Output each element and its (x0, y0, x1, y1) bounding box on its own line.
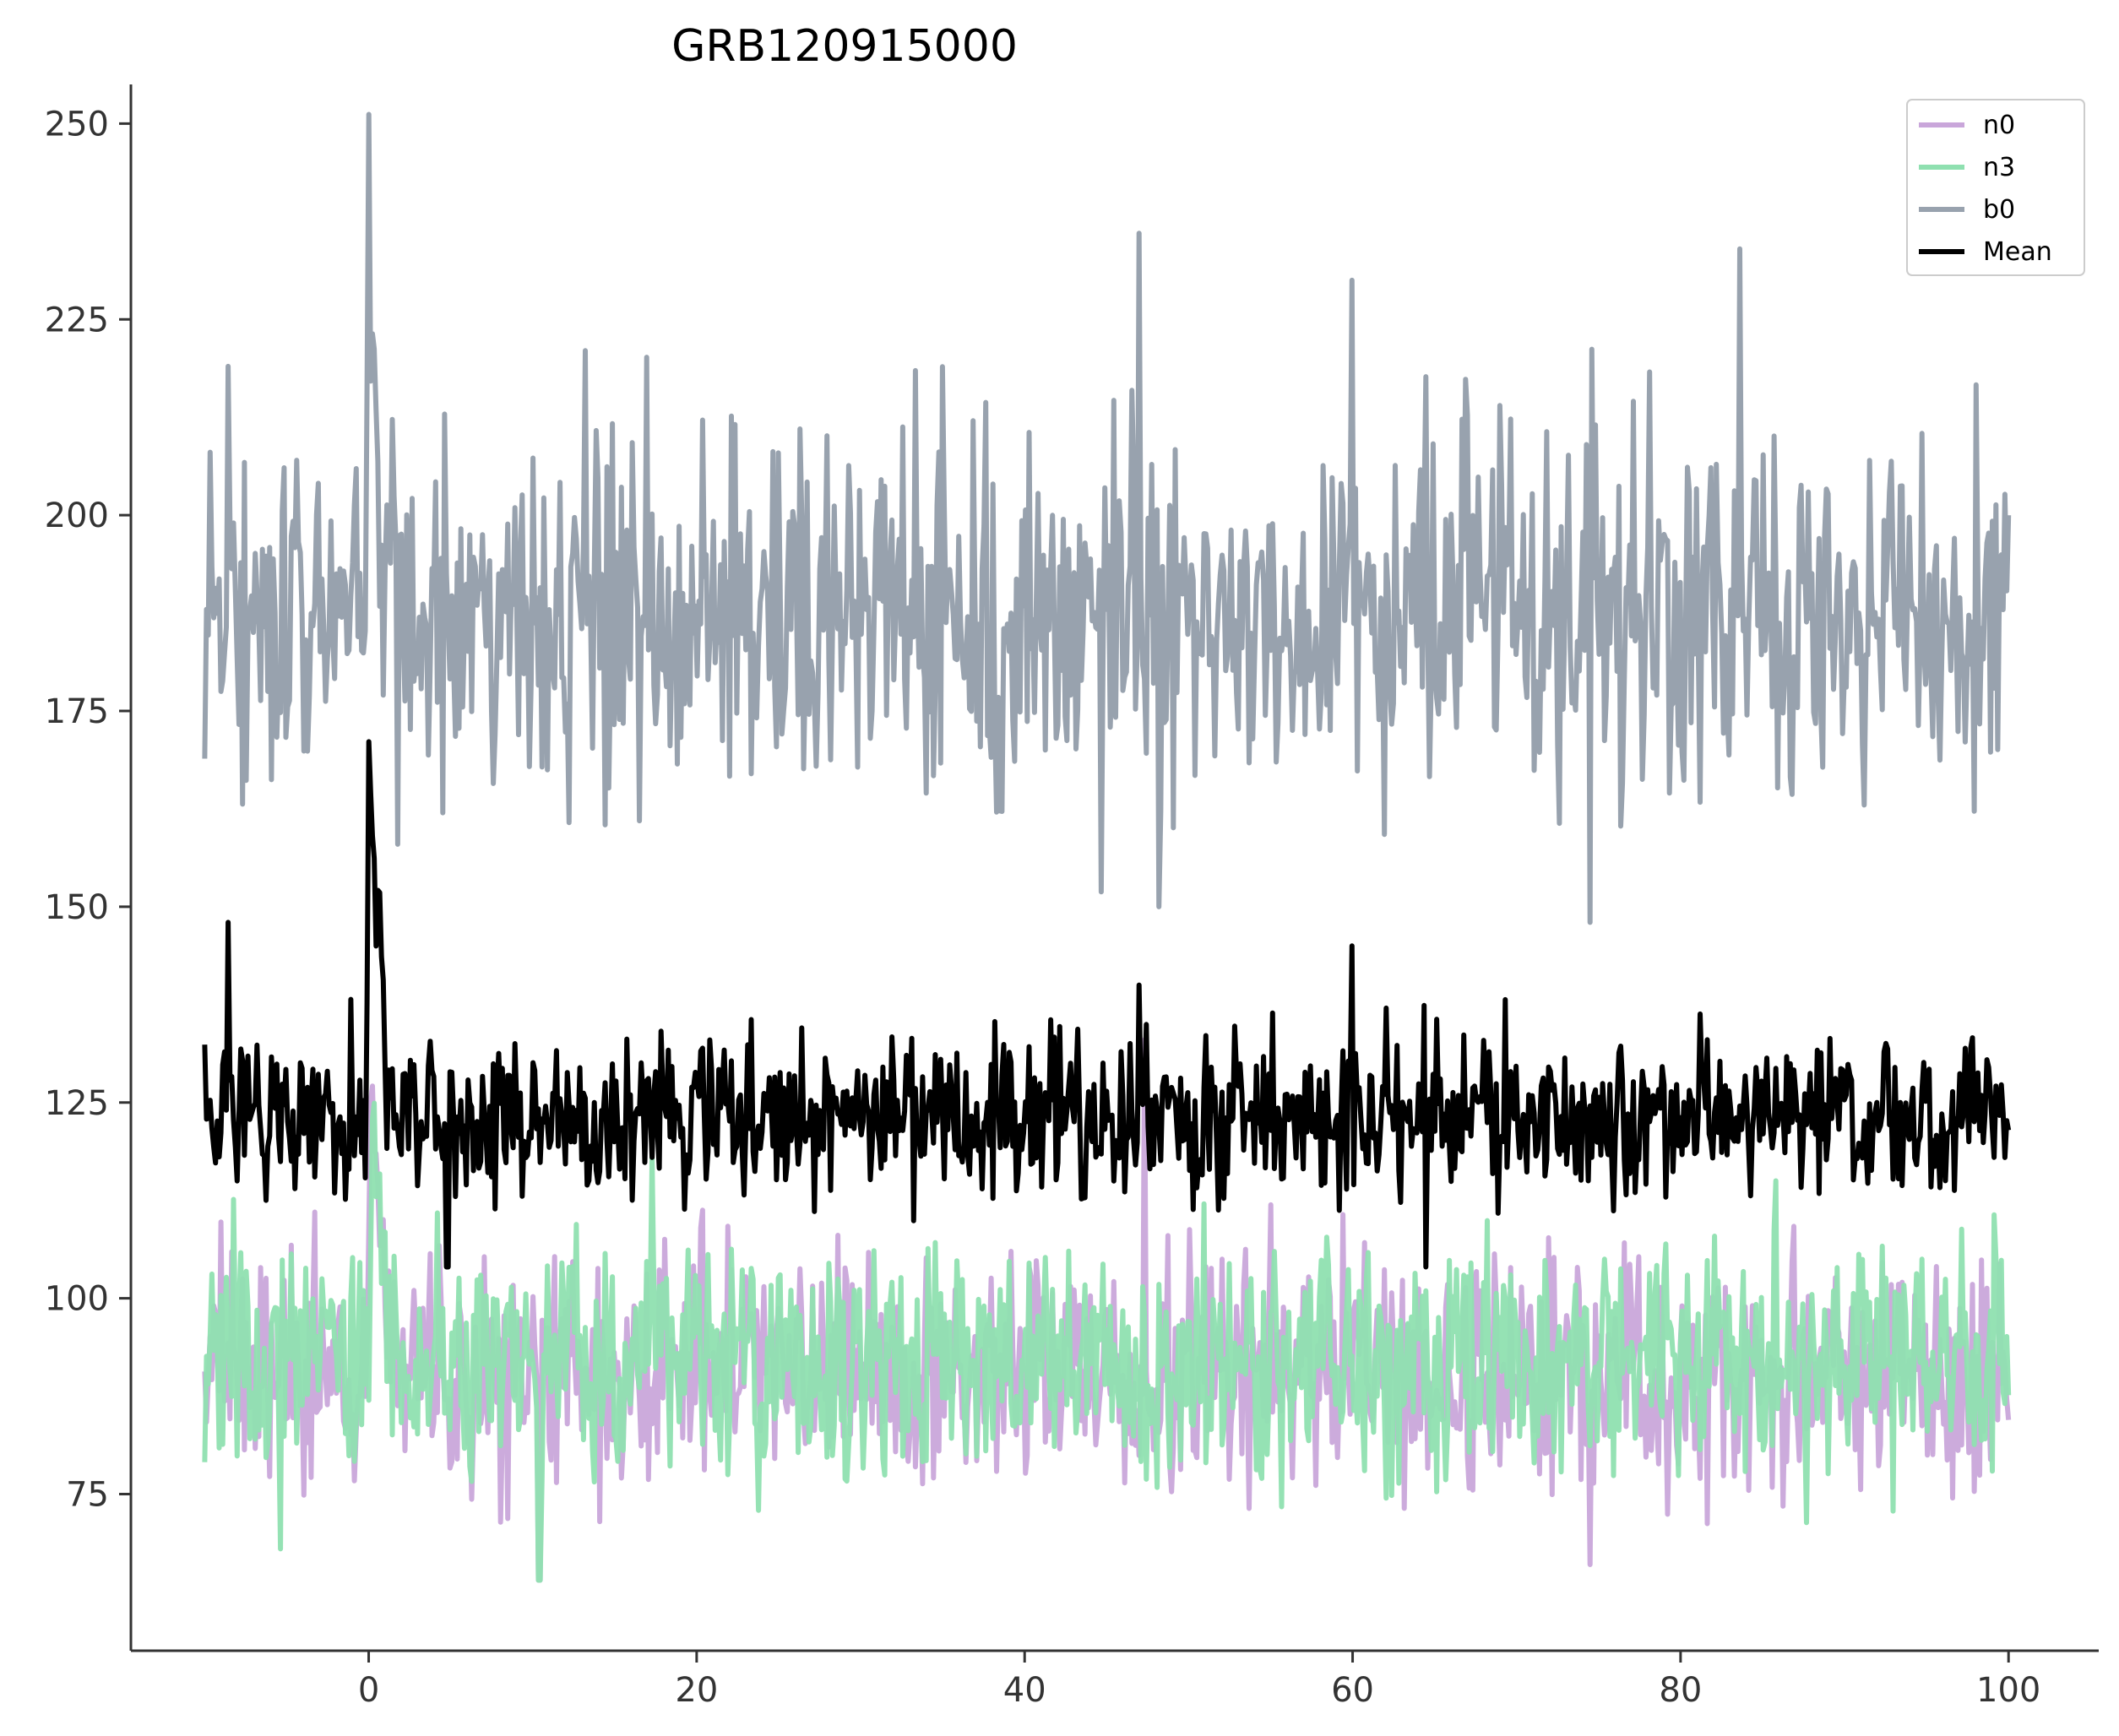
x-tick-label: 40 (1003, 1671, 1046, 1710)
legend-box (1906, 99, 2085, 276)
y-tick-label: 150 (45, 888, 109, 927)
chart-title: GRB120915000 (671, 21, 1018, 72)
y-tick-label: 100 (45, 1280, 109, 1319)
series-line-mean (202, 739, 2012, 1270)
axes: 75 100 125 150 175 200 225 250 0 20 40 60 80 100 (45, 84, 2099, 1710)
x-tick-label: 60 (1331, 1671, 1374, 1710)
x-tick-label: 80 (1659, 1671, 1702, 1710)
legend-label-mean: Mean (1983, 237, 2052, 267)
legend-label-b0: b0 (1983, 195, 2015, 225)
legend: n0 n3 b0 Mean (1906, 99, 2085, 276)
y-tick-label: 75 (66, 1476, 109, 1515)
series-layer (202, 111, 2012, 1583)
y-tick-label: 225 (45, 301, 109, 339)
x-tick-label: 20 (675, 1671, 718, 1710)
x-tick-label: 100 (1976, 1671, 2040, 1710)
y-tick-label: 200 (45, 496, 109, 535)
legend-label-n0: n0 (1983, 111, 2015, 140)
series-line-b0 (202, 111, 2012, 925)
y-tick-label: 175 (45, 692, 109, 731)
y-tick-label: 250 (45, 105, 109, 144)
series-line-n3 (202, 1100, 2012, 1583)
x-tick-label: 0 (358, 1671, 379, 1710)
y-tick-label: 125 (45, 1084, 109, 1123)
legend-label-n3: n3 (1983, 153, 2015, 182)
